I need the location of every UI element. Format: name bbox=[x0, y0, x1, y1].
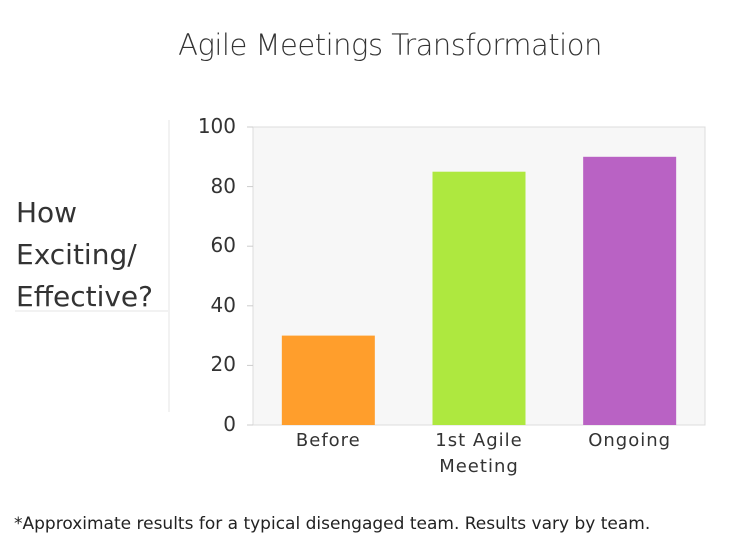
y-tick-label: 20 bbox=[210, 352, 236, 377]
bar bbox=[432, 171, 526, 425]
y-tick-label: 60 bbox=[210, 233, 236, 258]
footnote: *Approximate results for a typical disen… bbox=[14, 514, 651, 534]
y-tick-label: 40 bbox=[210, 292, 236, 317]
x-tick-label: Ongoing bbox=[588, 430, 672, 451]
y-tick-label: 100 bbox=[197, 114, 236, 138]
x-tick-label: Before bbox=[295, 430, 361, 451]
x-tick-label: 1st Agile Meeting bbox=[435, 430, 523, 477]
y-tick-label: 80 bbox=[210, 173, 236, 198]
bar bbox=[583, 156, 677, 426]
y-tick-label: 0 bbox=[223, 412, 236, 436]
chart-title: Agile Meetings Transformation bbox=[178, 28, 602, 62]
y-axis-label: How Exciting/ Effective? bbox=[16, 196, 154, 313]
bar bbox=[281, 335, 375, 425]
